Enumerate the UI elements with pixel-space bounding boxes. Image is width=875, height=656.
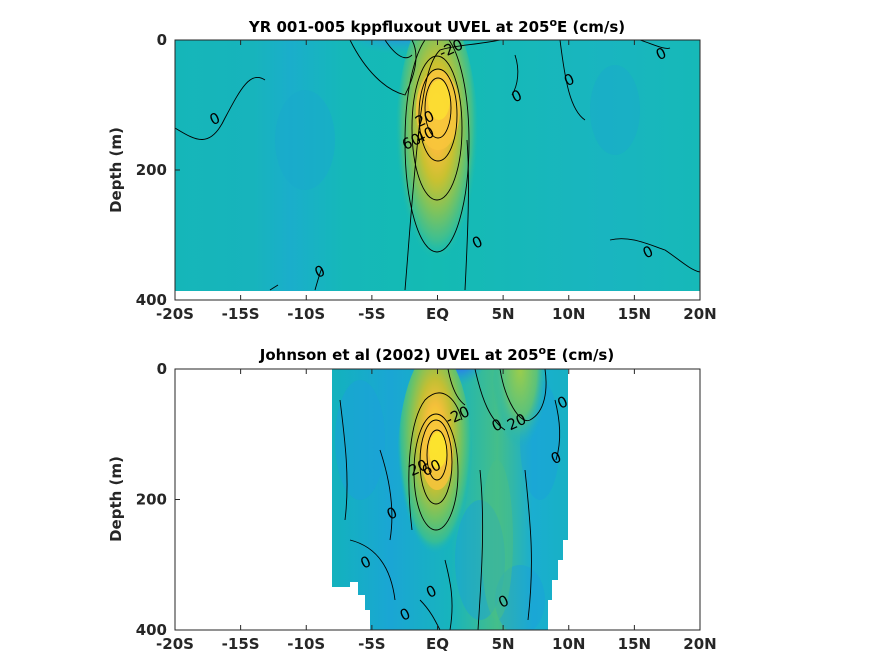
top-y-tick-label: 400 — [136, 291, 167, 309]
bottom-x-tick-label: -15S — [222, 635, 260, 653]
top-x-tick-label: 20N — [683, 305, 716, 323]
bottom-y-ticks: 0 200 400 — [136, 360, 180, 639]
bottom-heatmap — [332, 369, 568, 630]
top-x-tick-label: 10N — [552, 305, 585, 323]
top-x-tick-label: -10S — [287, 305, 325, 323]
top-y-ticks: 0 200 400 — [136, 31, 180, 309]
bottom-x-tick-label: -5S — [358, 635, 385, 653]
bottom-ylabel: Depth (m) — [107, 456, 125, 542]
top-y-tick-label: 0 — [157, 31, 167, 49]
top-heatmap — [175, 40, 700, 291]
top-x-tick-label: 15N — [618, 305, 651, 323]
bottom-y-tick-label: 0 — [157, 360, 167, 378]
bottom-x-tick-label: 20N — [683, 635, 716, 653]
bottom-x-tick-label: 10N — [552, 635, 585, 653]
bottom-x-tick-label: EQ — [426, 635, 449, 653]
bottom-y-tick-label: 200 — [136, 491, 167, 509]
top-x-tick-label: 5N — [492, 305, 515, 323]
bottom-x-tick-label: -20S — [156, 635, 194, 653]
top-ylabel: Depth (m) — [107, 127, 125, 213]
top-x-tick-label: -15S — [222, 305, 260, 323]
top-y-tick-label: 200 — [136, 161, 167, 179]
bottom-y-tick-label: 400 — [136, 621, 167, 639]
bottom-x-tick-label: 15N — [618, 635, 651, 653]
top-title: YR 001-005 kppfluxout UVEL at 205oE (cm/… — [248, 16, 625, 36]
bottom-x-tick-label: -10S — [287, 635, 325, 653]
bottom-panel: -20S -15S -10S -5S EQ 5N 10N 15N 20N 0 200 400 -20… — [107, 344, 717, 653]
bottom-title: Johnson et al (2002) UVEL at 205oE (cm/s… — [259, 344, 614, 364]
top-panel: -20S -15S -10S -5S EQ 5N 10N 15N 20N 0 200 400 -20… — [107, 16, 717, 323]
top-x-tick-label: -5S — [358, 305, 385, 323]
bottom-x-ticks: -20S -15S -10S -5S EQ 5N 10N 15N 20N — [156, 369, 717, 653]
top-x-ticks: -20S -15S -10S -5S EQ 5N 10N 15N 20N — [156, 40, 717, 323]
top-x-tick-label: EQ — [426, 305, 449, 323]
bottom-x-tick-label: 5N — [492, 635, 515, 653]
top-x-tick-label: -20S — [156, 305, 194, 323]
